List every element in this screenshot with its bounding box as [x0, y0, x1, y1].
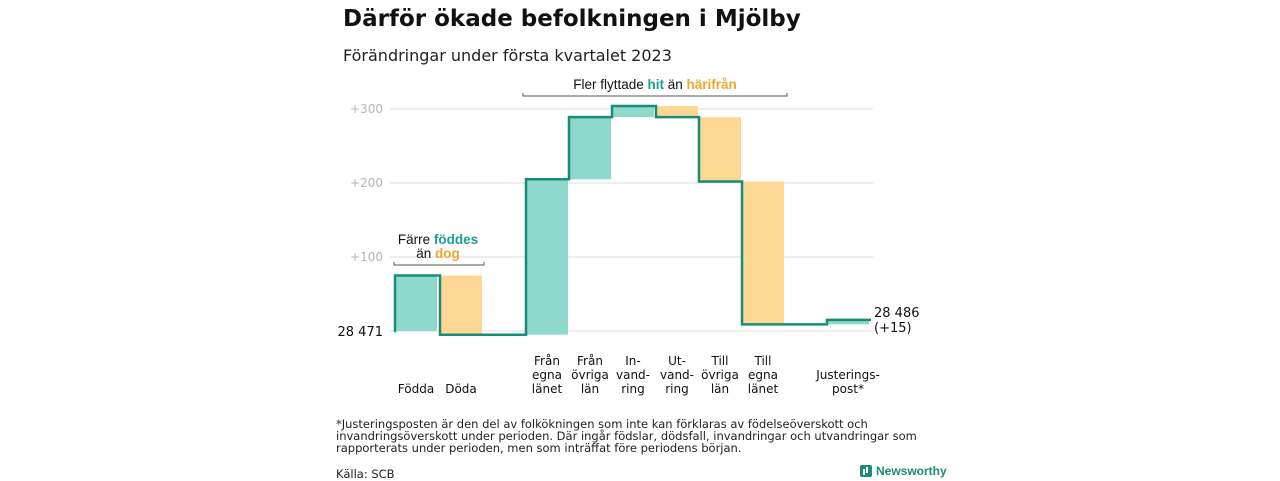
- x-tick-label-line: Till: [711, 354, 729, 368]
- y-tick-label: +300: [350, 102, 383, 116]
- x-tick-label-line: länet: [748, 382, 779, 396]
- annotation-span: hit: [647, 77, 664, 92]
- x-tick-label: Födda: [398, 382, 434, 396]
- x-tick-label-line: länet: [532, 382, 563, 396]
- x-tick-label-line: Döda: [445, 382, 477, 396]
- brand-label: Newsworthy: [876, 464, 947, 478]
- x-tick-label: Ut-vand-ring: [660, 354, 694, 396]
- series-line: [393, 104, 871, 336]
- x-tick-label: Till egna länet: [748, 354, 779, 396]
- bar: [395, 275, 437, 331]
- bar: [526, 179, 568, 335]
- bar: [440, 275, 482, 335]
- x-tick-label: Justerings-post*: [815, 368, 880, 396]
- chart-title: Därför ökade befolkningen i Mjölby: [343, 6, 801, 32]
- waterfall-chart: +100 +200 +300 28 471 28 486(+15) Födda Döda Fr…: [338, 77, 920, 396]
- bar: [699, 117, 741, 182]
- source-label: Källa: SCB: [336, 467, 395, 481]
- bar: [827, 319, 869, 325]
- annotation-span: Färre: [398, 232, 434, 247]
- x-tick-label-line: vand-: [660, 368, 694, 382]
- x-tick-label-line: vand-: [616, 368, 650, 382]
- y-tick-label: +200: [350, 176, 383, 190]
- x-tick-label-line: län: [711, 382, 729, 396]
- chart-subtitle: Förändringar under första kvartalet 2023: [343, 46, 672, 65]
- x-tick-label-line: Justerings-: [815, 368, 880, 382]
- y-tick-label: +100: [350, 250, 383, 264]
- x-tick-label-line: län: [581, 382, 599, 396]
- births-annotation-line1: Färre föddes: [398, 232, 478, 247]
- x-tick-label-line: egna: [532, 368, 562, 382]
- annotation-span: än: [664, 77, 687, 92]
- annotation-span: Fler flyttade: [573, 77, 647, 92]
- newsworthy-logo: Newsworthy: [860, 464, 947, 478]
- x-tick-label-line: ring: [621, 382, 645, 396]
- x-tick-label-line: övriga: [571, 368, 609, 382]
- bar: [569, 117, 611, 180]
- births-bracket: [393, 262, 485, 266]
- annotation-span: dog: [435, 246, 460, 261]
- bar: [742, 181, 784, 325]
- footnote: *Justeringsposten är den del av folkökni…: [336, 417, 917, 455]
- end-value-label: 28 486: [874, 306, 920, 321]
- bar-chart-icon: [860, 465, 872, 477]
- start-value-label: 28 471: [338, 325, 384, 340]
- annotation-span: härifrån: [687, 77, 737, 92]
- x-tick-label-line: Till: [754, 354, 772, 368]
- x-tick-label: Döda: [445, 382, 477, 396]
- x-tick-label-line: övriga: [701, 368, 739, 382]
- x-tick-label: Från övriga län: [571, 354, 609, 396]
- x-tick-label: Till övriga län: [701, 354, 739, 396]
- x-tick-label-line: post*: [832, 382, 864, 396]
- x-tick-label-line: Från: [534, 354, 560, 368]
- births-annotation-line2: än dog: [416, 246, 460, 261]
- annotation-span: föddes: [434, 232, 478, 247]
- x-tick-label: Från egna länet: [532, 354, 563, 396]
- x-tick-label-line: Födda: [398, 382, 434, 396]
- x-tick-label-line: egna: [748, 368, 778, 382]
- x-tick-label-line: Ut-: [668, 354, 686, 368]
- bar: [612, 106, 654, 118]
- bar: [656, 106, 698, 118]
- end-change-label: (+15): [874, 321, 912, 336]
- annotation-span: än: [416, 246, 435, 261]
- x-tick-label: In-vand-ring: [616, 354, 650, 396]
- x-tick-label-line: Från: [577, 354, 603, 368]
- x-tick-label-line: ring: [665, 382, 689, 396]
- migration-annotation: Fler flyttade hit än härifrån: [573, 77, 737, 92]
- migration-bracket: [522, 93, 788, 97]
- x-tick-label-line: In-: [625, 354, 640, 368]
